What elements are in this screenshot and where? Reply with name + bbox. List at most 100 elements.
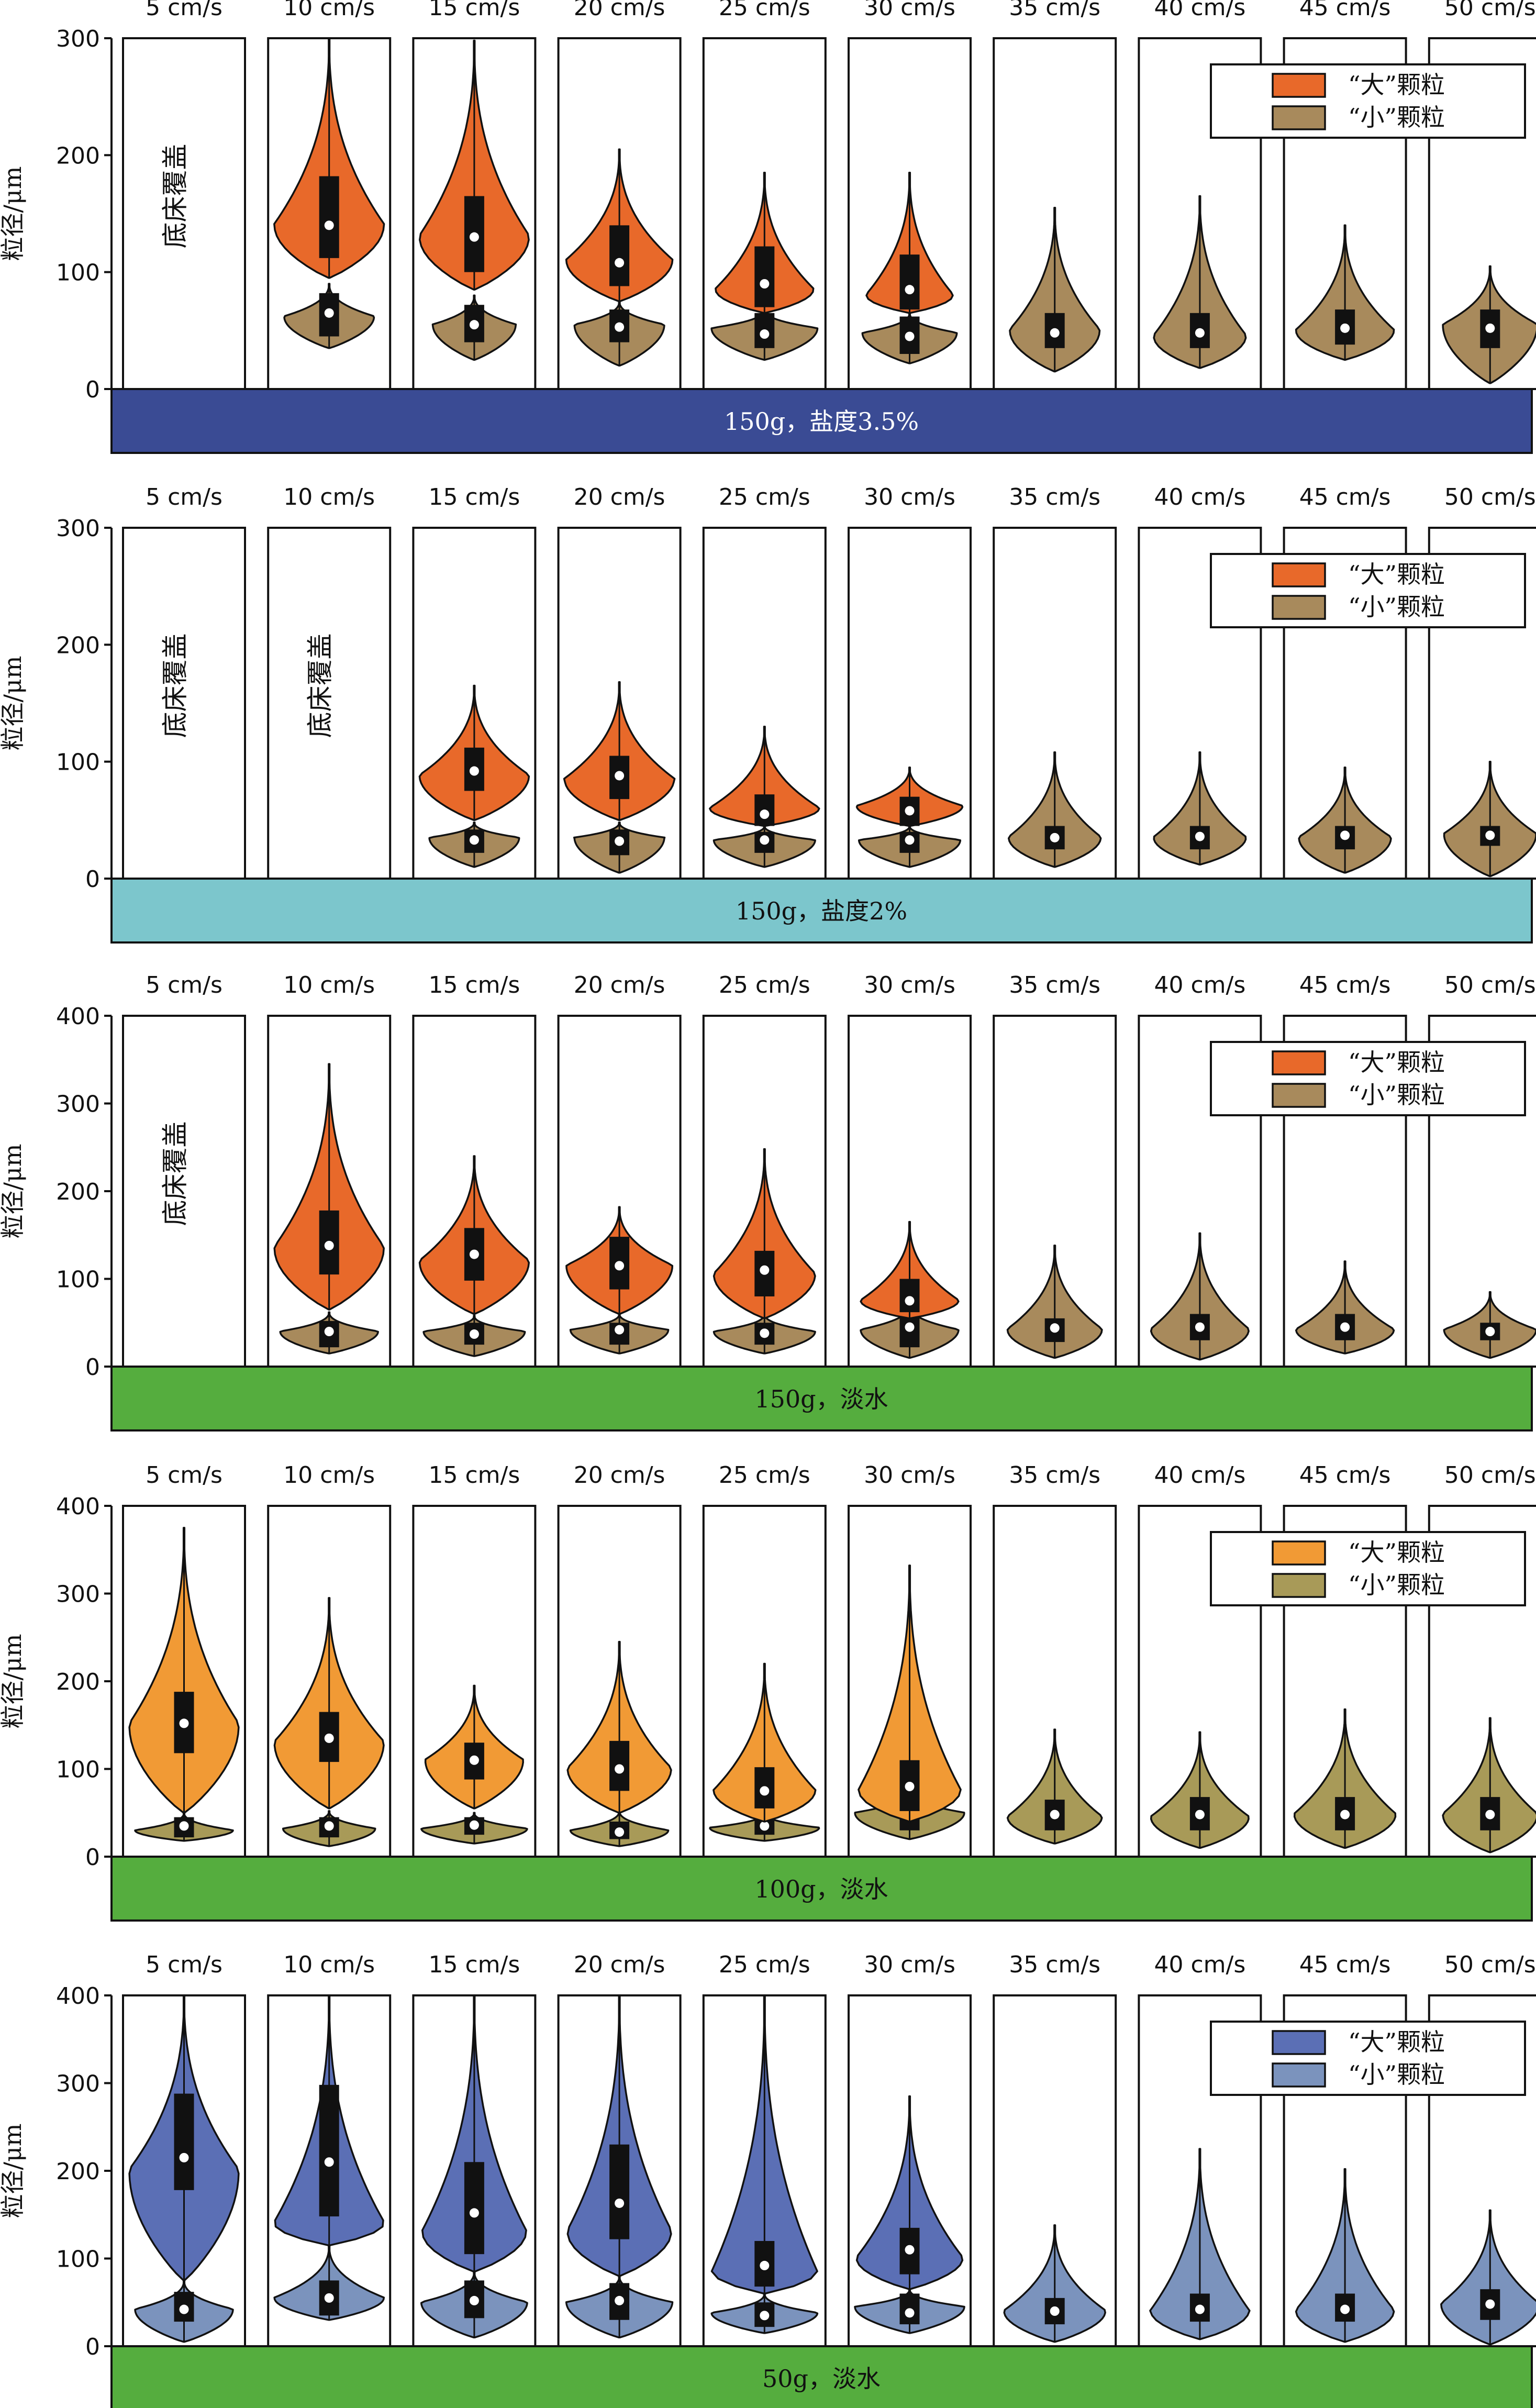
category-label: 50 cm/s: [1444, 0, 1536, 21]
large-particle-violin: [710, 1994, 818, 2295]
legend-label: “小”颗粒: [1348, 1571, 1445, 1599]
legend-frame: [1210, 63, 1526, 139]
category-column-9: 45 cm/s: [1283, 0, 1407, 390]
small-particle-violin: [1442, 1717, 1536, 1854]
category-label: 15 cm/s: [429, 484, 520, 511]
condition-band-label: 100g，淡水: [754, 1875, 888, 1903]
bed-covered-label: 底床覆盖: [160, 1122, 191, 1226]
large-particle-violin: [418, 39, 530, 291]
legend-swatch-small: [1272, 105, 1326, 130]
violin-median-dot: [1340, 830, 1350, 840]
condition-band: 100g，淡水: [110, 1856, 1533, 1922]
violin-median-dot: [1340, 323, 1350, 333]
category-label: 30 cm/s: [864, 1951, 955, 1978]
category-column-5: 25 cm/s: [702, 1462, 827, 1858]
category-label: 30 cm/s: [864, 972, 955, 998]
category-column-8: 40 cm/s: [1138, 0, 1262, 390]
category-label: 50 cm/s: [1444, 1951, 1536, 1978]
condition-band-bar: [110, 1366, 1533, 1432]
violin-median-dot: [469, 1755, 479, 1765]
small-particle-violin: [569, 1810, 670, 1847]
violin-median-dot: [905, 285, 915, 295]
category-label: 45 cm/s: [1299, 1951, 1391, 1978]
category-label: 30 cm/s: [864, 1462, 955, 1489]
small-particle-violin: [1295, 2168, 1395, 2343]
y-tick-label: 300: [56, 1091, 100, 1118]
category-label: 40 cm/s: [1154, 1951, 1246, 1978]
category-column-3: 15 cm/s: [412, 1462, 537, 1858]
legend: “大”颗粒 “小”颗粒: [1210, 1531, 1526, 1606]
legend-label: “大”颗粒: [1348, 560, 1445, 589]
legend-swatch-large: [1272, 562, 1326, 587]
small-particle-violin: [1293, 1708, 1397, 1849]
y-tick-label: 100: [56, 2246, 100, 2273]
panel-5: 粒径/μm 0 100 200 300 400 5 cm/s 10 cm/s 15 cm/s 20…: [0, 1951, 1536, 2408]
large-particle-violin: [713, 1148, 816, 1319]
legend-label: “小”颗粒: [1348, 1081, 1445, 1109]
category-label: 35 cm/s: [1009, 484, 1100, 511]
condition-band-bar: [110, 1856, 1533, 1922]
category-column-6: 30 cm/s: [848, 1462, 972, 1858]
legend: “大”颗粒 “小”颗粒: [1210, 1041, 1526, 1116]
small-particle-violin: [1295, 1260, 1395, 1355]
category-label: 35 cm/s: [1009, 972, 1100, 998]
category-column-1: 5 cm/s 底床覆盖: [122, 972, 246, 1368]
legend-frame: [1210, 553, 1526, 628]
category-column-7: 35 cm/s: [993, 1951, 1117, 2347]
category-column-4: 20 cm/s: [557, 1462, 682, 1858]
large-particle-violin: [855, 767, 964, 827]
category-column-2: 10 cm/s: [267, 972, 392, 1368]
violin-median-dot: [469, 232, 479, 242]
violin-iqr-box: [609, 2144, 630, 2239]
category-label: 40 cm/s: [1154, 484, 1246, 511]
category-column-2: 10 cm/s: [267, 0, 392, 390]
category-label: 50 cm/s: [1444, 484, 1536, 511]
violin-median-dot: [905, 2308, 915, 2318]
category-label: 35 cm/s: [1009, 0, 1100, 21]
violin-median-dot: [615, 2295, 625, 2305]
violin-median-dot: [1340, 2304, 1350, 2314]
legend-frame: [1210, 1531, 1526, 1606]
small-particle-violin: [1003, 2224, 1106, 2343]
legend-label: “大”颗粒: [1348, 71, 1445, 99]
violin-iqr-box: [319, 2084, 339, 2217]
y-tick-label: 0: [85, 376, 100, 403]
category-column-9: 45 cm/s: [1283, 1462, 1407, 1858]
category-label: 40 cm/s: [1154, 0, 1246, 21]
category-label: 15 cm/s: [429, 1951, 520, 1978]
condition-band: 150g，淡水: [110, 1366, 1533, 1432]
category-label: 20 cm/s: [574, 1462, 665, 1489]
violin-median-dot: [1485, 1327, 1495, 1336]
large-particle-violin: [566, 1994, 672, 2277]
condition-band: 150g，盐度3.5%: [110, 388, 1533, 454]
large-particle-violin: [865, 172, 954, 314]
violin-median-dot: [760, 1328, 770, 1338]
category-column-7: 35 cm/s: [993, 1462, 1117, 1858]
y-tick-label: 200: [56, 1179, 100, 1205]
violin-median-dot: [615, 771, 625, 781]
large-particle-violin: [421, 1994, 527, 2273]
category-column-3: 15 cm/s: [412, 0, 537, 390]
violin-iqr-box: [174, 2093, 194, 2190]
category-column-9: 45 cm/s: [1283, 484, 1407, 880]
legend: “大”颗粒 “小”颗粒: [1210, 2021, 1526, 2096]
category-label: 15 cm/s: [429, 0, 520, 21]
small-particle-violin: [420, 1812, 528, 1845]
category-label: 10 cm/s: [283, 1462, 375, 1489]
category-column-6: 30 cm/s: [848, 484, 972, 880]
category-label: 30 cm/s: [864, 484, 955, 511]
small-particle-violin: [420, 2270, 528, 2339]
small-particle-violin: [713, 825, 816, 868]
violin-median-dot: [324, 2157, 334, 2167]
small-particle-violin: [1443, 1291, 1536, 1359]
large-particle-violin: [273, 37, 385, 279]
y-tick-label: 300: [56, 26, 100, 52]
bed-covered-label: 底床覆盖: [160, 634, 191, 738]
large-particle-violin: [563, 681, 676, 822]
small-particle-violin: [1150, 1232, 1250, 1361]
violin-median-dot: [1050, 1810, 1060, 1819]
violin-median-dot: [1050, 2306, 1060, 2316]
legend-swatch-small: [1272, 2062, 1326, 2088]
category-column-2: 10 cm/s 底床覆盖: [267, 484, 392, 880]
